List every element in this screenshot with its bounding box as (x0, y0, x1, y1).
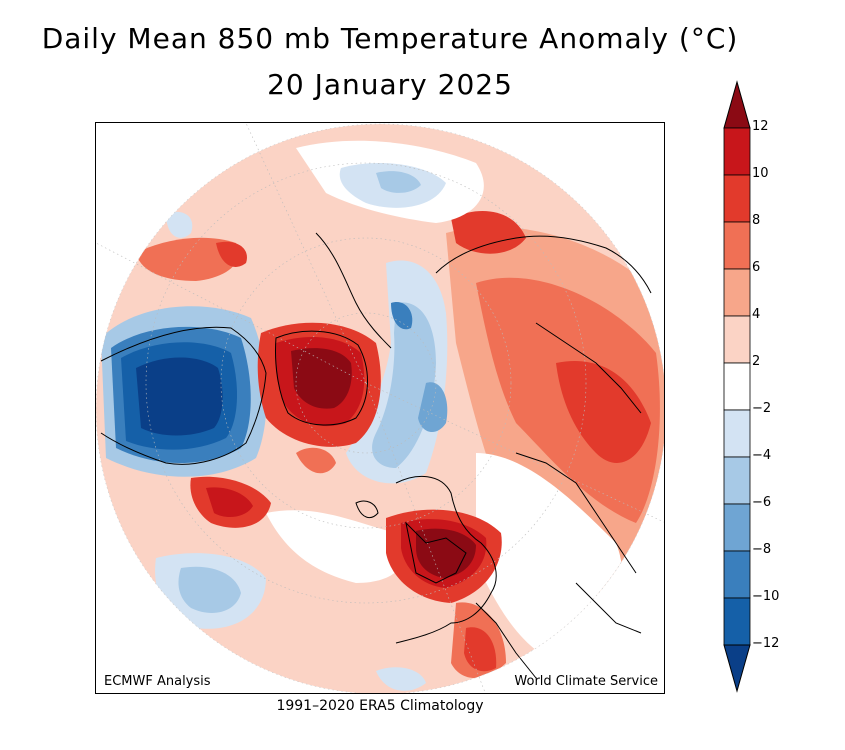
colorbar-tick-label: 6 (752, 260, 761, 275)
meridian-a (96, 242, 367, 384)
colorbar-tick-label: −6 (752, 495, 772, 510)
alaska-cold-light (166, 211, 193, 238)
colorbar-segment (723, 597, 751, 646)
europe-warm-extreme (416, 528, 476, 578)
climatology-footer: 1991–2020 ERA5 Climatology (276, 698, 484, 714)
colorbar-segment (723, 409, 751, 458)
right-credit: World Climate Service (514, 674, 658, 689)
arctic-cold (372, 302, 436, 468)
north-pacific-warm (136, 237, 239, 281)
europe-borders (405, 521, 467, 584)
hudson-warm (296, 447, 336, 474)
lat-lon-grid (96, 123, 664, 693)
colorbar (723, 80, 751, 693)
meridian-b (365, 382, 664, 523)
middle-east-borders (475, 602, 537, 679)
central-asia-borders (575, 582, 642, 634)
north-america-coast (100, 326, 267, 465)
lat-80-circle (295, 312, 437, 454)
anomaly-map (96, 123, 664, 693)
middle-east-warm-core (464, 627, 497, 672)
colorbar-tick-label: −4 (752, 448, 772, 463)
map-frame: ECMWF Analysis World Climate Service (95, 122, 665, 694)
hemisphere-edge (96, 123, 664, 693)
colorbar-segment (723, 268, 751, 317)
europe-coast (395, 475, 497, 644)
colorbar-segment (723, 362, 751, 411)
asia-borders (515, 452, 637, 574)
bering-cold (376, 171, 421, 193)
iceland-coast (355, 500, 379, 519)
alaska-siberia-coast (315, 232, 392, 349)
north-pacific-warm-core (216, 241, 247, 267)
colorbar-tick-label: 10 (752, 166, 769, 181)
anomaly-field (96, 124, 664, 693)
colorbar-segment (723, 221, 751, 270)
colorbar-segment (723, 127, 751, 176)
atlantic-neutral (266, 510, 404, 583)
greenland-coast (275, 330, 368, 426)
canada-warm-core (206, 487, 253, 518)
meridian-c (245, 123, 367, 384)
map-title: Daily Mean 850 mb Temperature Anomaly (°… (41, 22, 739, 55)
east-siberia-warm (451, 210, 526, 254)
greenland-warm-extreme (291, 348, 352, 409)
atlantic-cold (178, 566, 241, 613)
colorbar-segment (723, 503, 751, 552)
arctic-cold-core (418, 382, 448, 433)
lat-70-circle (220, 237, 512, 529)
colorbar-segment (723, 174, 751, 223)
colorbar-segment (723, 550, 751, 599)
colorbar-tick-label: 8 (752, 213, 761, 228)
colorbar-tick-label: 2 (752, 354, 761, 369)
siberia-north-coast (435, 235, 652, 294)
siberia-warm-max (556, 361, 651, 463)
colorbar-tick-label: 4 (752, 307, 761, 322)
mediterranean-cold-light (376, 667, 426, 691)
north-america-cold-extreme (136, 357, 223, 436)
colorbar-tick-label: 12 (752, 119, 769, 134)
colorbar-tick-label: −8 (752, 542, 772, 557)
colorbar-tick-label: −10 (752, 589, 780, 604)
colorbar-segment (723, 456, 751, 505)
lat-60-circle (145, 162, 587, 604)
colorbar-cap-bottom (723, 644, 751, 693)
colorbar-segment (723, 315, 751, 364)
coastlines (100, 232, 652, 679)
map-date: 20 January 2025 (267, 68, 513, 101)
colorbar-cap-top (723, 80, 751, 129)
meridian-d (365, 382, 486, 693)
colorbar-tick-label: −2 (752, 401, 772, 416)
colorbar-segments (723, 80, 751, 693)
russia-borders (535, 322, 642, 414)
colorbar-tick-label: −12 (752, 636, 780, 651)
left-credit: ECMWF Analysis (104, 674, 211, 689)
kara-cold-core (391, 302, 413, 330)
